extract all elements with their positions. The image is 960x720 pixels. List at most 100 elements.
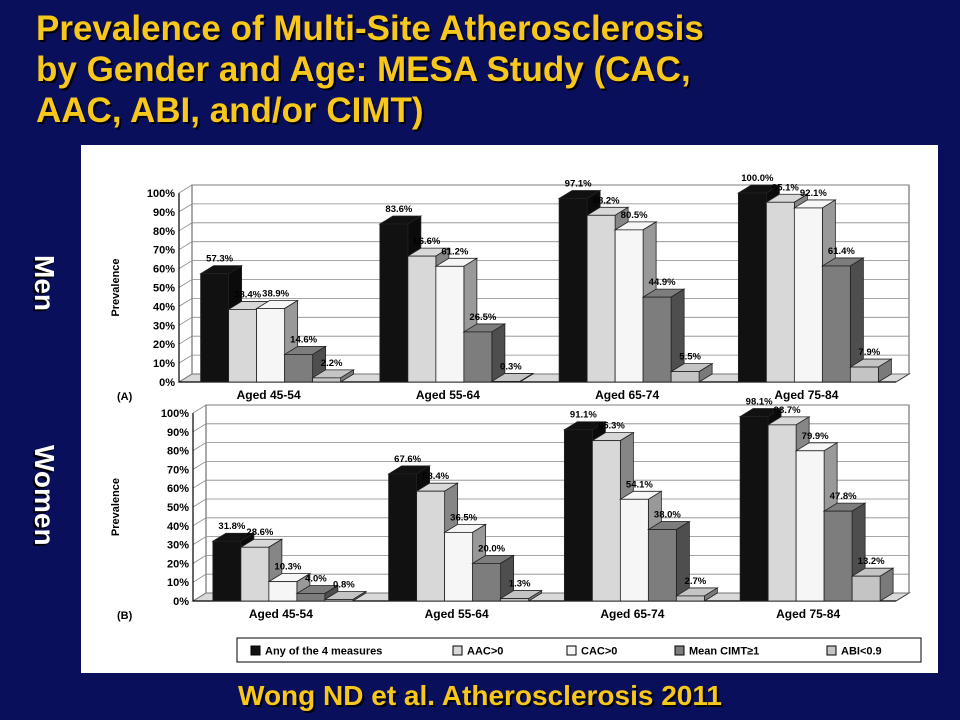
women-label: Women [29,445,60,546]
p0-data-label: 7.9% [859,347,881,358]
p0-bar [821,265,851,383]
p1-gridline [192,479,909,489]
p1-data-label: 91.1% [570,410,597,421]
p1-data-label: 58.4% [422,471,449,482]
p0-gridline [178,222,909,232]
p1-gridline [192,460,909,470]
p1-bar [675,595,705,602]
p0-data-label: 92.1% [800,188,827,199]
p1-data-label: 0.8% [333,579,355,590]
p0-x-tick-label: Aged 45-54 [237,388,301,402]
p0-data-label: 100.0% [741,173,774,184]
p0-bar [670,371,700,383]
p0-y-tick-label: 20% [153,339,175,351]
chart-panel: 0% 10% 20% 30% 40% 50% 60% 70% 80% 90% 100% Prevale… [81,145,938,673]
p1-y-tick-label: 100% [161,408,189,420]
p0-y-axis-label: Prevalence [110,258,122,316]
p1-bar [388,473,418,602]
p0-bar [491,381,521,383]
legend-swatch [826,645,837,656]
p0-y-tick-label: 100% [147,188,175,200]
p0-data-label: 38.9% [262,288,289,299]
p1-y-axis-label: Prevalence [110,478,122,536]
p0-bar [379,223,409,383]
p0-data-label: 97.1% [565,178,592,189]
p1-bar [324,599,354,602]
p1-data-label: 36.5% [450,512,477,523]
p1-data-label: 10.3% [274,562,301,573]
p0-bar [200,273,230,383]
p1-gridline [192,404,909,414]
slide-title: Prevalence of Multi-Site Atherosclerosis… [36,8,936,131]
p1-bar [795,450,825,602]
p1-bar [563,429,593,602]
citation: Wong ND et al. Atherosclerosis 2011 [238,680,722,711]
p0-bar [614,229,644,383]
p1-y-tick-label: 0% [173,596,189,608]
p1-y-tick-label: 80% [167,446,189,458]
p1-data-label: 93.7% [774,405,801,416]
p0-data-label: 83.6% [385,204,412,215]
legend-swatch [250,645,261,656]
p1-bar [268,581,298,602]
p0-data-label: 57.3% [206,254,233,265]
p0-panel-label: (A) [117,391,133,403]
p0-y-tick-label: 40% [153,301,175,313]
p1-data-label: 47.8% [830,491,857,502]
p0-bar [312,377,342,383]
p1-data-label: 85.3% [598,421,625,432]
p0-y-tick-label: 60% [153,264,175,276]
legend-label: ABI<0.9 [841,646,882,658]
p0-bar [256,308,286,383]
legend-label: Any of the 4 measures [265,646,382,658]
p1-gridline [192,517,909,527]
p1-gridline [192,498,909,508]
chart-svg: 0% 10% 20% 30% 40% 50% 60% 70% 80% 90% 100% Prevale… [110,173,922,663]
p1-data-label: 31.8% [218,521,245,532]
p0-bar [642,296,672,383]
p1-y-tick-label: 20% [167,558,189,570]
p1-bar [416,490,446,602]
p1-x-tick-label: Aged 45-54 [249,607,313,621]
p0-y-tick-label: 10% [153,358,175,370]
p0-bar [463,331,493,383]
p0-data-label: 38.4% [234,289,261,300]
p1-bar [851,575,881,602]
p0-data-label: 95.1% [772,182,799,193]
p1-data-label: 2.7% [685,576,707,587]
slide-title-line-1: Prevalence of Multi-Site Atherosclerosis [36,9,704,48]
p0-data-label: 80.5% [621,210,648,221]
p0-bar [765,201,795,383]
p1-bar [767,424,797,602]
p0-bar [849,366,879,383]
p0-y-tick-label: 0% [159,377,175,389]
p0-y-tick-label: 90% [153,207,175,219]
p1-bar [619,498,649,602]
legend-label: Mean CIMT≥1 [689,646,759,658]
legend-box [236,637,922,663]
p1-bar [240,546,270,602]
p0-data-label: 61.2% [441,246,468,257]
p0-gridline [178,241,909,251]
p1-bar [472,562,502,602]
p1-data-label: 98.1% [746,397,773,408]
p1-y-tick-label: 90% [167,427,189,439]
p1-gridline [192,423,909,433]
p1-x-tick-label: Aged 75-84 [776,607,840,621]
p1-bar [444,531,474,602]
p1-y-tick-label: 60% [167,483,189,495]
p0-bar [737,192,767,383]
p0-data-label: 2.2% [321,358,343,369]
p0-bar-side [491,323,506,383]
p0-y-tick-label: 50% [153,283,175,295]
p1-y-tick-label: 40% [167,521,189,533]
p0-bar [435,265,465,383]
men-label: Men [29,255,60,311]
p0-y-tick-label: 30% [153,320,175,332]
p0-y-tick-label: 70% [153,245,175,257]
p0-x-tick-label: Aged 65-74 [595,388,659,402]
p0-gridline [178,203,909,213]
p1-bar [296,593,326,602]
p0-data-label: 14.6% [290,334,317,345]
p0-x-tick-label: Aged 55-64 [416,388,480,402]
